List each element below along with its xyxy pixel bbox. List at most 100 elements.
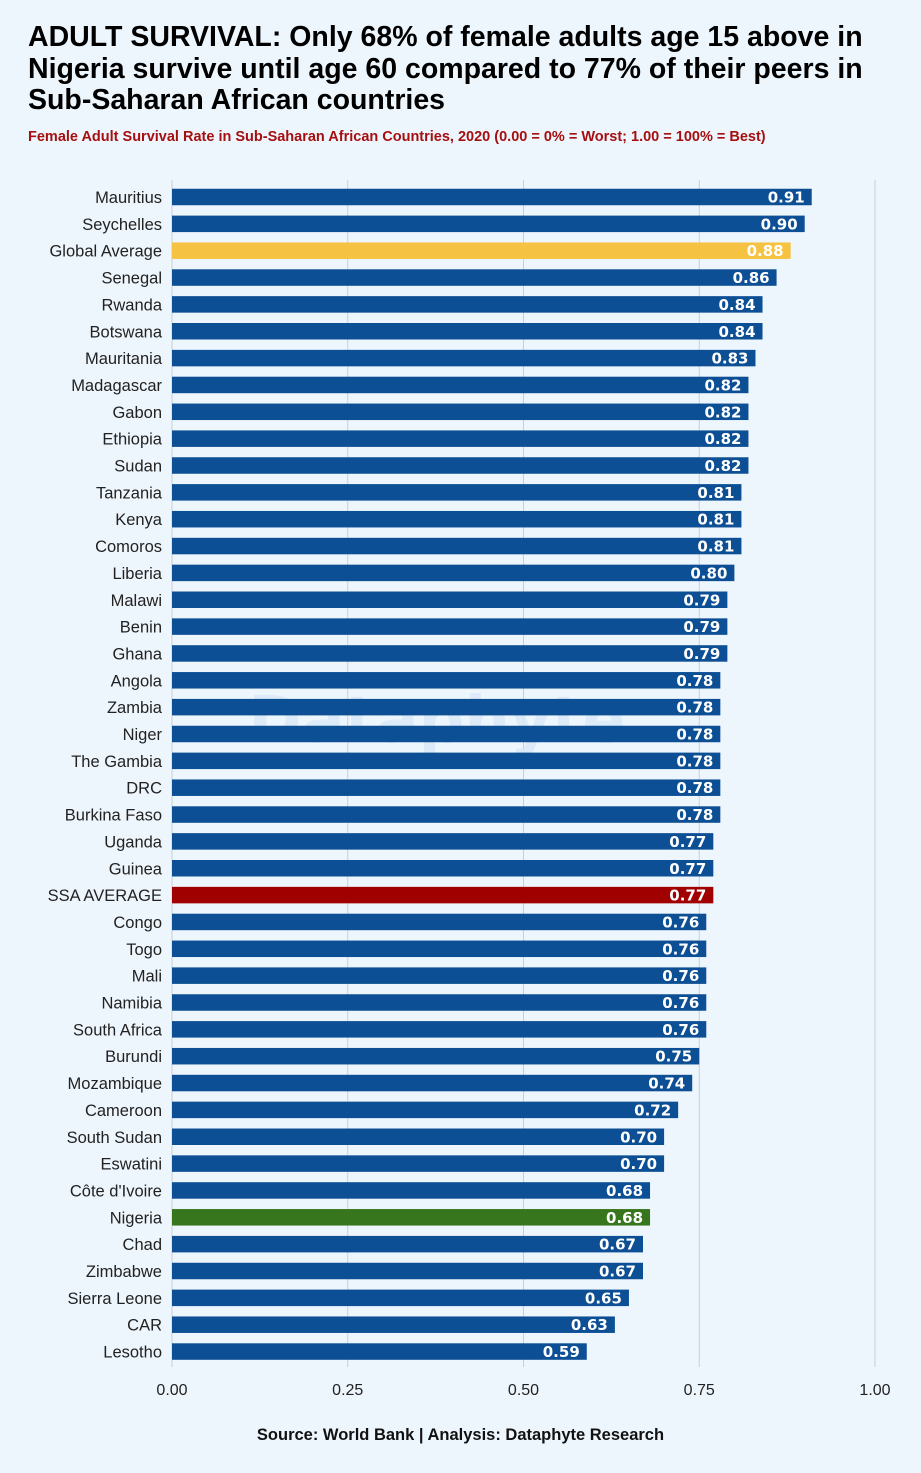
value-label: 0.81 (697, 538, 734, 556)
value-label: 0.68 (606, 1209, 643, 1227)
bar (172, 457, 749, 474)
bar (172, 1101, 679, 1119)
bar (172, 1235, 644, 1253)
category-label: Zimbabwe (86, 1263, 162, 1281)
value-label: 0.72 (634, 1101, 671, 1119)
category-label: Tanzania (96, 484, 163, 502)
bar (172, 296, 763, 313)
value-label: 0.70 (620, 1128, 657, 1146)
bar (172, 1047, 700, 1065)
x-tick-label: 0.00 (156, 1382, 187, 1399)
bar (172, 537, 742, 555)
category-label: Madagascar (71, 377, 162, 395)
category-label: Benin (120, 619, 162, 637)
value-label: 0.77 (669, 860, 706, 878)
category-label: DRC (126, 780, 162, 798)
category-label: Nigeria (110, 1209, 163, 1227)
category-label: South Sudan (67, 1129, 162, 1147)
category-label: Eswatini (101, 1156, 162, 1174)
category-label: Mali (132, 968, 162, 986)
value-label: 0.76 (662, 940, 699, 958)
category-label: Mozambique (68, 1075, 162, 1093)
bar (172, 1262, 644, 1280)
value-label: 0.82 (704, 376, 741, 394)
bars (172, 188, 812, 1360)
value-label: 0.63 (571, 1316, 608, 1334)
bar (172, 994, 707, 1011)
value-label: 0.59 (543, 1343, 580, 1361)
x-tick-label: 1.00 (859, 1382, 890, 1399)
value-label: 0.75 (655, 1048, 692, 1066)
category-label: Senegal (101, 270, 162, 288)
category-label: Zambia (107, 699, 163, 717)
bar (172, 323, 763, 340)
category-label: Comoros (95, 538, 162, 556)
category-label: Sierra Leone (68, 1290, 162, 1308)
value-label: 0.81 (697, 484, 734, 502)
bar (172, 242, 791, 259)
category-label: The Gambia (71, 753, 163, 771)
value-label: 0.81 (697, 511, 734, 529)
bar (172, 645, 728, 662)
category-label: Malawi (111, 592, 162, 610)
category-label: CAR (127, 1317, 162, 1335)
bar (172, 672, 721, 689)
category-label: Cameroon (85, 1102, 162, 1120)
category-label: Burkina Faso (65, 807, 162, 825)
category-label: Kenya (115, 511, 163, 529)
value-label: 0.79 (683, 618, 720, 636)
value-label: 0.79 (683, 591, 720, 609)
bar (172, 484, 742, 501)
bar (172, 1021, 707, 1038)
category-label: Rwanda (101, 296, 162, 314)
category-label: South Africa (73, 1021, 163, 1039)
value-label: 0.82 (704, 457, 741, 475)
bar (172, 376, 749, 394)
category-label: SSA AVERAGE (48, 887, 162, 905)
value-label: 0.91 (768, 189, 805, 207)
category-label: Congo (113, 914, 162, 932)
category-label: Ethiopia (102, 431, 162, 449)
value-label: 0.82 (704, 430, 741, 448)
category-label: Mauritania (85, 350, 163, 368)
value-label: 0.76 (662, 967, 699, 985)
value-label: 0.86 (733, 269, 770, 287)
bar (172, 269, 777, 286)
bar (172, 564, 735, 582)
value-label: 0.79 (683, 645, 720, 663)
value-labels: 0.91 0.90 0.88 0.86 0.84 0.84 0.83 0.82 0.82 0.82… (543, 189, 805, 1362)
bar (172, 698, 721, 716)
bar (172, 349, 756, 367)
value-label: 0.78 (676, 672, 713, 690)
category-label: Ghana (112, 645, 162, 663)
value-label: 0.74 (648, 1075, 685, 1093)
value-label: 0.78 (676, 726, 713, 744)
bar (172, 913, 707, 931)
bar (172, 403, 749, 421)
bar (172, 725, 721, 743)
category-label: Global Average (49, 243, 162, 261)
category-label: Liberia (112, 565, 162, 583)
bar (172, 1155, 665, 1172)
bar (172, 833, 714, 850)
value-label: 0.80 (690, 564, 727, 582)
value-label: 0.78 (676, 752, 713, 770)
bar (172, 779, 721, 796)
bar (172, 1128, 665, 1145)
value-label: 0.77 (669, 833, 706, 851)
source-note: Source: World Bank | Analysis: Dataphyte… (256, 1426, 665, 1444)
x-tick-label: 0.75 (684, 1382, 715, 1399)
category-label: Sudan (114, 458, 162, 476)
value-label: 0.65 (585, 1289, 622, 1307)
value-label: 0.68 (606, 1182, 643, 1200)
value-label: 0.88 (747, 242, 784, 260)
category-label: Angola (111, 672, 163, 690)
chart-title: ADULT SURVIVAL: Only 68% of female adult… (28, 21, 863, 116)
chart-subtitle: Female Adult Survival Rate in Sub-Sahara… (28, 129, 766, 145)
category-label: Guinea (109, 860, 163, 878)
bar (172, 1289, 629, 1307)
value-label: 0.90 (761, 215, 798, 233)
bar (172, 1316, 615, 1333)
category-label: Togo (126, 941, 162, 959)
x-tick-label: 0.50 (508, 1382, 539, 1399)
